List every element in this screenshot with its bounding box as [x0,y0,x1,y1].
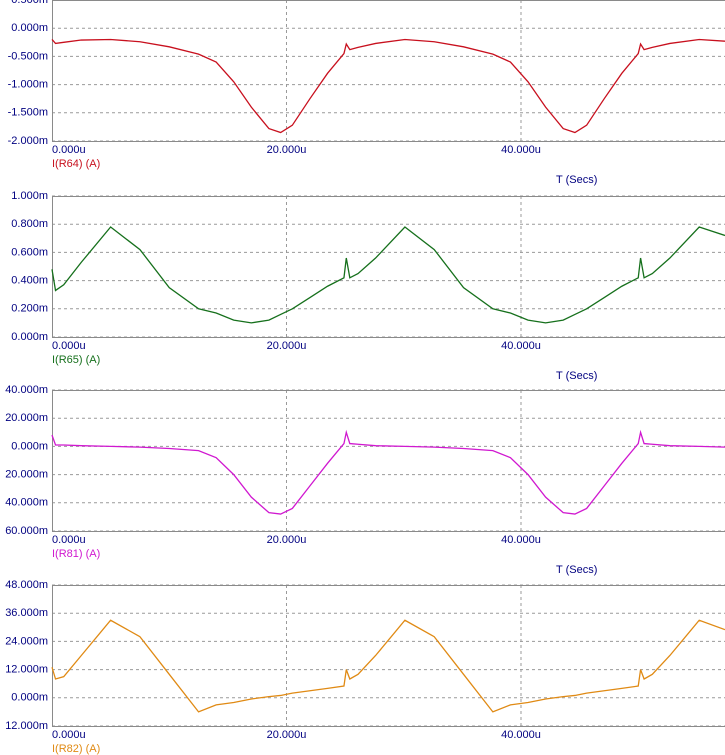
x-tick-label: 0.000u [52,729,86,741]
y-tick-label: 0.200m [11,303,48,315]
series-line [51,619,725,713]
y-tick-label: -1.000m [8,79,48,91]
x-tick-label: 20.000u [267,340,307,352]
series-line [51,38,725,134]
y-tick-label: 0.000m [11,440,48,452]
y-tick-label: -1.500m [8,107,48,119]
y-tick-label: 0.800m [11,218,48,230]
y-tick-label: 24.000m [5,635,48,647]
y-tick-label: 12.000m [5,664,48,676]
y-tick-label: -2.000m [8,135,48,147]
x-tick-label: 0.000u [52,144,86,156]
x-tick-label: 20.000u [267,729,307,741]
y-tick-label: 0.000m [11,22,48,34]
y-tick-label: 0.600m [11,246,48,258]
x-tick-label: 40.000u [501,144,541,156]
y-tick-label: 60.000m [5,525,48,537]
legend-label: I(R82) (A) [52,743,100,755]
y-tick-label: 40.000m [5,384,48,396]
series-line [51,226,725,324]
x-tick-label: 40.000u [501,534,541,546]
y-tick-label: 48.000m [5,579,48,591]
x-axis-label: T (Secs) [556,370,597,382]
y-tick-label: 40.000m [5,497,48,509]
y-tick-label: 12.000m [5,720,48,732]
y-tick-label: -0.500m [8,50,48,62]
y-tick-label: 0.000m [11,692,48,704]
x-tick-label: 0.000u [52,340,86,352]
series-line [51,429,725,515]
y-tick-label: 0.400m [11,275,48,287]
y-tick-label: 20.000m [5,469,48,481]
legend-label: I(R64) (A) [52,158,100,170]
x-tick-label: 20.000u [267,144,307,156]
x-tick-label: 0.000u [52,534,86,546]
y-tick-label: 0.500m [11,0,48,6]
x-axis-label: T (Secs) [556,564,597,576]
x-tick-label: 20.000u [267,534,307,546]
y-tick-label: 1.000m [11,190,48,202]
x-tick-label: 40.000u [501,729,541,741]
y-tick-label: 36.000m [5,607,48,619]
y-tick-label: 0.000m [11,331,48,343]
legend-label: I(R65) (A) [52,354,100,366]
legend-label: I(R81) (A) [52,548,100,560]
y-tick-label: 20.000m [5,412,48,424]
x-axis-label: T (Secs) [556,174,597,186]
x-tick-label: 40.000u [501,340,541,352]
